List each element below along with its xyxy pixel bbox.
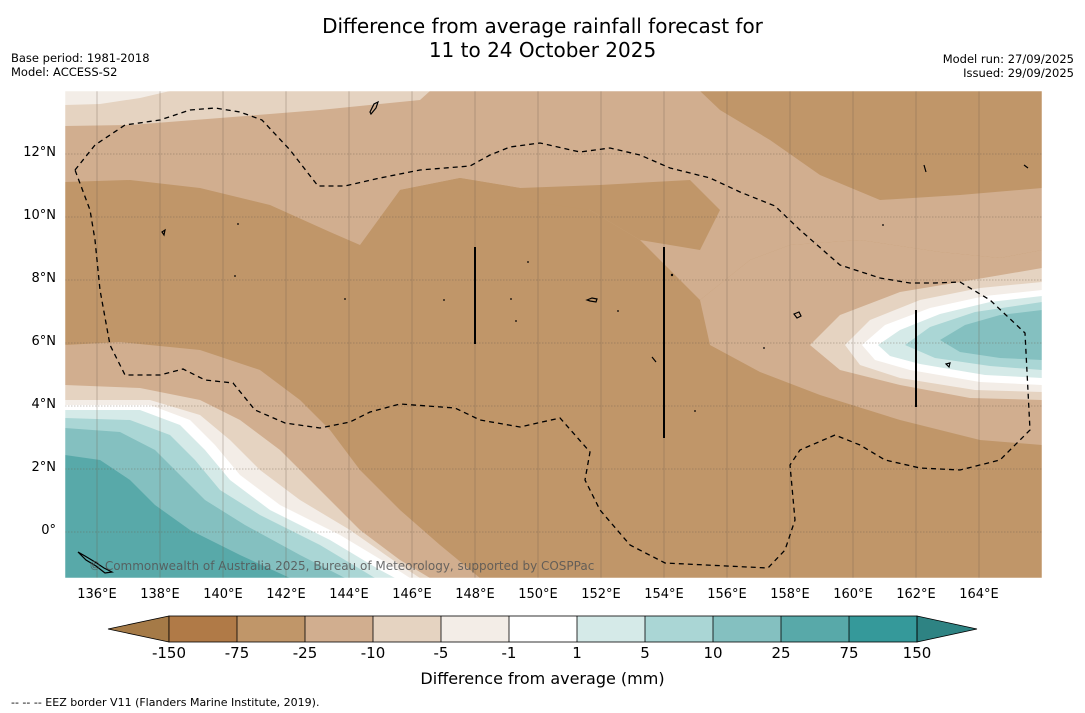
lon-tick-158e: 158°E [770, 587, 810, 602]
title-line-2: 11 to 24 October 2025 [428, 38, 657, 62]
lat-tick-12n: 12°N [23, 145, 56, 160]
anomaly-band-minus-1-north [65, 91, 170, 105]
lon-tick-160e: 160°E [833, 587, 873, 602]
lon-tick-154e: 154°E [644, 587, 684, 602]
model-info: Base period: 1981-2018 Model: ACCESS-S2 [11, 51, 150, 79]
eez-legend-note: -- -- -- EEZ border V11 (Flanders Marine… [11, 696, 320, 709]
colorbar-label-11: 75 [839, 644, 859, 662]
lon-tick-148e: 148°E [455, 587, 495, 602]
lat-tick-2n: 2°N [31, 460, 57, 475]
colorbar-label-3: -25 [292, 644, 318, 662]
colorbar-bin-11 [849, 616, 917, 642]
map-title: Difference from average rainfall forecas… [0, 14, 1085, 62]
colorbar-label-7: 1 [572, 644, 582, 662]
model-name: Model: ACCESS-S2 [11, 65, 118, 79]
colorbar-label-1: -150 [151, 644, 187, 662]
colorbar-label-2: -75 [224, 644, 250, 662]
colorbar-bin-4 [373, 616, 441, 642]
colorbar-extend-high [916, 615, 978, 643]
colorbar-bin-2 [237, 616, 305, 642]
colorbar-bin-7 [577, 616, 645, 642]
map-frame [64, 90, 1043, 579]
anomaly-band-minus-25-ne [700, 91, 1042, 200]
lon-tick-140e: 140°E [203, 587, 243, 602]
colorbar-label-9: 10 [703, 644, 723, 662]
small-islets [234, 223, 884, 412]
colorbar [107, 615, 978, 643]
anomaly-band-minus-25-mid [400, 178, 720, 250]
lat-tick-4n: 4°N [31, 397, 57, 412]
colorbar-bin-6 [509, 616, 577, 642]
colorbar-label-8: 5 [640, 644, 650, 662]
lon-tick-142e: 142°E [266, 587, 306, 602]
colorbar-bin-10 [781, 616, 849, 642]
lat-tick-6n: 6°N [31, 334, 57, 349]
lon-tick-162e: 162°E [896, 587, 936, 602]
rainfall-map [65, 91, 1042, 578]
colorbar-label-4: -10 [360, 644, 386, 662]
colorbar-label-5: -5 [433, 644, 449, 662]
lon-tick-150e: 150°E [518, 587, 558, 602]
colorbar-label-10: 25 [771, 644, 791, 662]
colorbar-bin-5 [441, 616, 509, 642]
colorbar-outline [168, 615, 918, 643]
colorbar-label-12: 150 [902, 644, 932, 662]
islands [77, 100, 1029, 574]
lon-tick-136e: 136°E [77, 587, 117, 602]
lat-tick-8n: 8°N [31, 271, 57, 286]
title-line-1: Difference from average rainfall forecas… [322, 14, 763, 38]
colorbar-title: Difference from average (mm) [420, 669, 665, 688]
anomaly-band-minus-5-north [65, 91, 430, 126]
colorbar-label-6: -1 [501, 644, 517, 662]
lat-tick-0: 0° [41, 523, 56, 538]
copyright-notice: © Commonwealth of Australia 2025, Bureau… [89, 559, 595, 573]
colorbar-bin-9 [713, 616, 781, 642]
lon-tick-152e: 152°E [581, 587, 621, 602]
run-info: Model run: 27/09/2025 Issued: 29/09/2025 [943, 52, 1074, 80]
lon-tick-138e: 138°E [140, 587, 180, 602]
lon-tick-146e: 146°E [392, 587, 432, 602]
anomaly-band-plus-25-sw [65, 455, 290, 578]
colorbar-bin-3 [305, 616, 373, 642]
colorbar-extend-low [107, 615, 170, 643]
lon-tick-164e: 164°E [959, 587, 999, 602]
lon-tick-156e: 156°E [707, 587, 747, 602]
anomaly-band-plus-10-east [940, 310, 1042, 360]
lat-tick-10n: 10°N [23, 208, 56, 223]
eez-straight-boundaries [474, 247, 917, 438]
issued-date: Issued: 29/09/2025 [963, 66, 1074, 80]
colorbar-bin-1 [169, 616, 237, 642]
lon-tick-144e: 144°E [329, 587, 369, 602]
base-period: Base period: 1981-2018 [11, 51, 150, 65]
latitude-gridlines [65, 153, 1042, 533]
colorbar-bin-8 [645, 616, 713, 642]
colorbar-ticks [236, 616, 850, 642]
model-run: Model run: 27/09/2025 [942, 52, 1074, 66]
eez-border [74, 107, 1031, 569]
